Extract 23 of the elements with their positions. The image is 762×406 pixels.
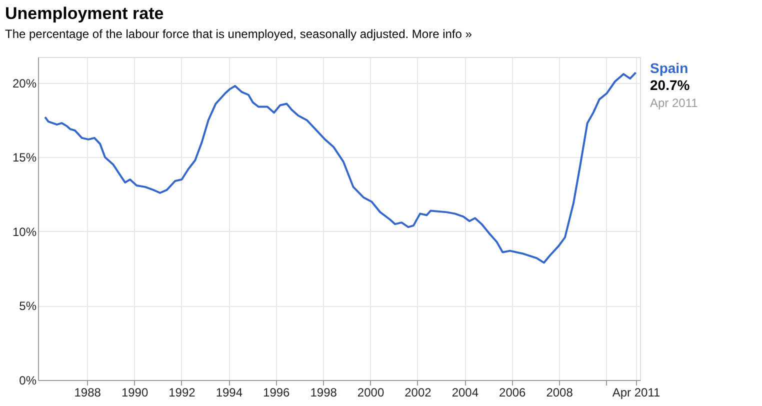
- x-tick-label: Apr 2011: [612, 386, 660, 400]
- x-tick-label: 2006: [499, 386, 526, 400]
- x-tick-label: 1998: [310, 386, 338, 400]
- x-tick-label: 1988: [74, 386, 102, 400]
- text: 20.7%: [650, 77, 690, 93]
- chart-title: Unemployment rate: [5, 4, 164, 23]
- chart-subtitle: The percentage of the labour force that is unemployed, seasonally adjusted. More info »: [5, 27, 472, 41]
- series-label: Spain: [650, 60, 688, 76]
- y-tick-label: 20%: [12, 76, 37, 90]
- y-tick-label: 10%: [12, 224, 37, 239]
- x-tick-label: 2000: [357, 386, 384, 400]
- y-tick-label: 15%: [12, 150, 37, 165]
- y-tick-label: 5%: [19, 299, 37, 314]
- x-tick-label: 2002: [404, 386, 432, 400]
- y-tick-label: 0%: [19, 374, 37, 388]
- line-series: [44, 72, 637, 264]
- x-tick-label: 2008: [546, 386, 574, 400]
- x-tick-label: 1994: [216, 386, 243, 400]
- x-tick-label: 1996: [263, 386, 290, 400]
- x-tick-label: 1990: [121, 386, 148, 400]
- x-tick-label: 1992: [168, 386, 196, 400]
- x-tick-label: 2004: [452, 386, 479, 400]
- text: Apr 2011: [650, 96, 698, 110]
